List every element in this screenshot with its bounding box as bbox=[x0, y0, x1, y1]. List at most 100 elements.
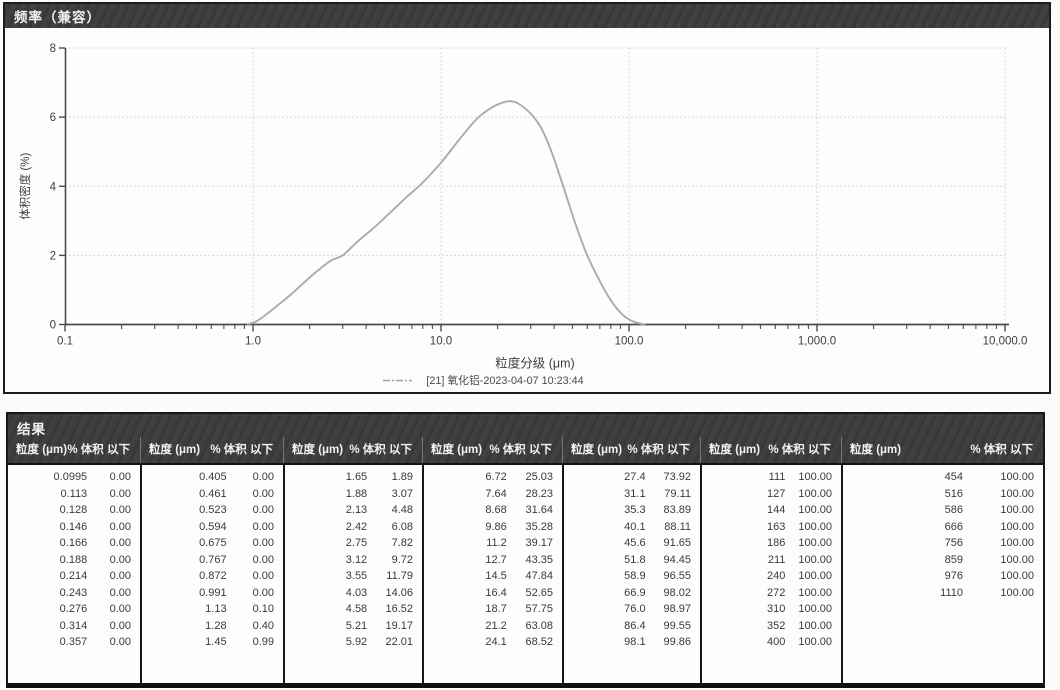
size-cell: 5.21 bbox=[345, 619, 368, 632]
percent-below-cell: 19.17 bbox=[385, 619, 413, 632]
percent-below-cell: 100.00 bbox=[1000, 586, 1034, 599]
size-cell: 0.113 bbox=[60, 487, 88, 500]
size-cell: 3.55 bbox=[345, 570, 368, 582]
table-row: 516 100.00 bbox=[843, 486, 1043, 503]
size-cell: 0.405 bbox=[199, 471, 227, 483]
percent-below-cell: 14.06 bbox=[385, 586, 413, 599]
percent-below-cell: 100.00 bbox=[1000, 553, 1034, 566]
percent-below-cell: 100.00 bbox=[798, 504, 832, 516]
table-row: 8.68 31.64 bbox=[424, 502, 562, 519]
percent-below-cell: 100.00 bbox=[798, 586, 832, 599]
size-cell: 0.991 bbox=[199, 586, 227, 599]
percent-below-cell: 0.00 bbox=[109, 570, 131, 582]
table-row: 859 100.00 bbox=[843, 552, 1043, 569]
results-column-header-row: 粒度 (μm)% 体积 以下 粒度 (μm)% 体积 以下 粒度 (μm)% 体积 … bbox=[8, 437, 1043, 463]
percent-below-cell: 0.00 bbox=[252, 537, 274, 549]
table-row: 3.12 9.72 bbox=[285, 552, 422, 569]
size-cell: 0.276 bbox=[59, 603, 88, 615]
table-row: 45.6 91.65 bbox=[564, 535, 700, 552]
size-cell: 0.594 bbox=[199, 520, 227, 533]
table-row: 0.405 0.00 bbox=[142, 469, 283, 486]
results-column-group: 1.65 1.89 1.88 3.07 2.13 4.48 2.42 6.08 2.75 7.82… bbox=[283, 465, 422, 683]
percent-below-cell: 25.03 bbox=[525, 471, 553, 483]
table-row: 58.9 96.55 bbox=[564, 568, 700, 585]
percent-below-cell: 7.82 bbox=[391, 537, 413, 549]
percent-below-cell: 0.00 bbox=[252, 504, 274, 516]
size-column-header: 粒度 (μm) bbox=[709, 444, 761, 456]
percent-below-cell: 0.10 bbox=[252, 603, 274, 615]
size-cell: 76.0 bbox=[624, 603, 646, 615]
percent-below-column-header: % 体积 以下 bbox=[349, 444, 412, 456]
table-row: 5.92 22.01 bbox=[285, 634, 422, 651]
table-row: 7.64 28.23 bbox=[424, 486, 562, 503]
table-row: 6.72 25.03 bbox=[424, 469, 562, 486]
table-row: 4.58 16.52 bbox=[285, 601, 422, 618]
table-row: 0.991 0.00 bbox=[142, 585, 283, 602]
percent-below-cell: 100.00 bbox=[1000, 537, 1034, 549]
table-row: 0.767 0.00 bbox=[142, 552, 283, 569]
percent-below-cell: 96.55 bbox=[663, 570, 691, 582]
percent-below-cell: 100.00 bbox=[1000, 520, 1034, 533]
size-cell: 586 bbox=[944, 504, 963, 516]
size-column-header: 粒度 (μm) bbox=[292, 444, 344, 456]
table-row: 756 100.00 bbox=[843, 535, 1043, 552]
size-cell: 0.872 bbox=[199, 570, 227, 582]
size-column-header: 粒度 (μm) bbox=[16, 444, 68, 456]
percent-below-cell: 91.65 bbox=[663, 537, 691, 549]
table-row: 11.2 39.17 bbox=[424, 535, 562, 552]
percent-below-cell: 0.40 bbox=[252, 619, 274, 632]
percent-below-cell: 100.00 bbox=[798, 636, 832, 648]
size-column-header: 粒度 (μm) bbox=[571, 444, 623, 456]
size-cell: 66.9 bbox=[624, 586, 646, 599]
percent-below-cell: 0.00 bbox=[109, 553, 131, 566]
table-row: 144 100.00 bbox=[702, 502, 841, 519]
percent-below-cell: 100.00 bbox=[1000, 471, 1034, 483]
size-cell: 45.6 bbox=[624, 537, 646, 549]
percent-below-column-header: % 体积 以下 bbox=[489, 444, 552, 456]
x-tick-label: 100.0 bbox=[615, 336, 644, 348]
frequency-panel-titlebar: 频率（兼容） bbox=[5, 4, 1049, 28]
percent-below-cell: 100.00 bbox=[798, 553, 832, 566]
percent-below-cell: 0.00 bbox=[109, 504, 131, 516]
results-column-header-group: 粒度 (μm) % 体积 以下 bbox=[700, 437, 841, 463]
table-row: 21.2 63.08 bbox=[424, 618, 562, 635]
table-row: 1.65 1.89 bbox=[285, 469, 422, 486]
size-cell: 516 bbox=[944, 487, 963, 500]
y-tick-label: 6 bbox=[50, 112, 56, 124]
table-row: 31.1 79.11 bbox=[564, 486, 700, 503]
size-cell: 14.5 bbox=[485, 570, 507, 582]
percent-below-cell: 99.55 bbox=[663, 619, 691, 632]
size-cell: 3.12 bbox=[345, 553, 368, 566]
table-row: 0.128 0.00 bbox=[8, 502, 140, 519]
percent-below-cell: 98.02 bbox=[663, 586, 691, 599]
percent-below-cell: 39.17 bbox=[525, 537, 553, 549]
size-cell: 1.88 bbox=[345, 487, 368, 500]
results-panel-title: 结果 bbox=[17, 422, 46, 437]
size-cell: 0.461 bbox=[199, 487, 227, 500]
percent-below-cell: 99.86 bbox=[663, 636, 691, 648]
size-cell: 51.8 bbox=[624, 553, 646, 566]
size-cell: 40.1 bbox=[624, 520, 646, 533]
size-column-header: 粒度 (μm) bbox=[149, 444, 201, 456]
size-cell: 8.68 bbox=[485, 504, 507, 516]
table-row: 0.357 0.00 bbox=[8, 634, 140, 651]
x-tick-label: 1.0 bbox=[245, 336, 261, 348]
size-cell: 0.0995 bbox=[53, 471, 88, 483]
percent-below-cell: 0.00 bbox=[109, 537, 131, 549]
size-cell: 144 bbox=[767, 504, 786, 516]
percent-below-column-header: % 体积 以下 bbox=[627, 444, 690, 456]
table-row: 0.276 0.00 bbox=[8, 601, 140, 618]
table-row: 0.188 0.00 bbox=[8, 552, 140, 569]
table-row: 186 100.00 bbox=[702, 535, 841, 552]
percent-below-cell: 3.07 bbox=[391, 487, 413, 500]
table-row: 1.28 0.40 bbox=[142, 618, 283, 635]
size-cell: 1.65 bbox=[345, 471, 368, 483]
percent-below-column-header: % 体积 以下 bbox=[768, 444, 831, 456]
size-cell: 4.58 bbox=[345, 603, 368, 615]
size-cell: 0.357 bbox=[59, 636, 88, 648]
size-cell: 9.86 bbox=[485, 520, 507, 533]
table-row: 211 100.00 bbox=[702, 552, 841, 569]
percent-below-cell: 16.52 bbox=[385, 603, 413, 615]
x-tick-label: 10.0 bbox=[430, 336, 452, 348]
percent-below-cell: 79.11 bbox=[664, 487, 691, 500]
